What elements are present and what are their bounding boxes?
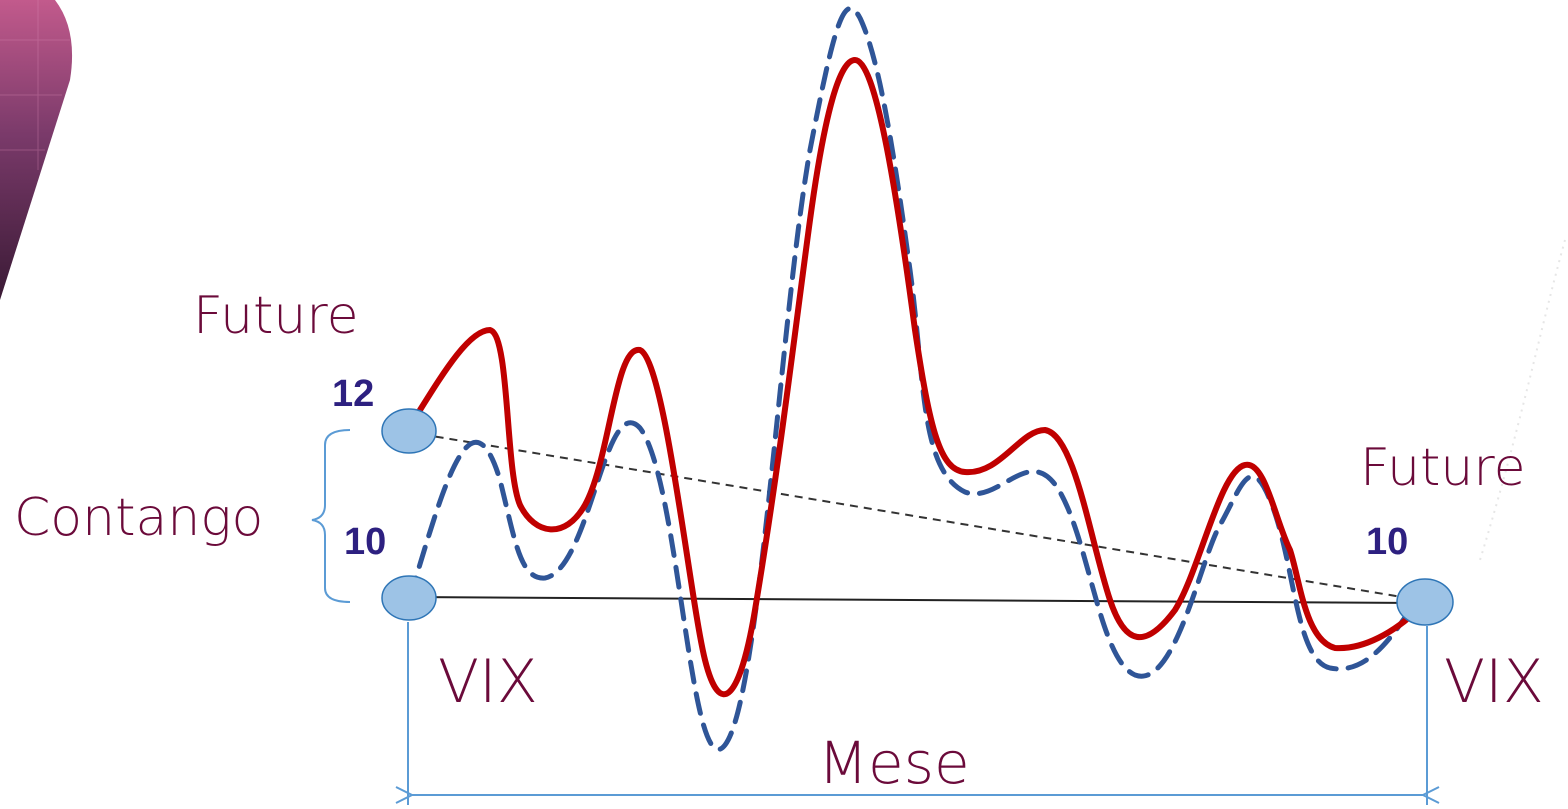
corner-decoration <box>0 0 73 300</box>
future-label-right: Future <box>1360 438 1526 498</box>
contango-bracket <box>311 429 351 603</box>
vix-curve <box>407 5 1413 752</box>
vix-label-left: VIX <box>438 647 538 717</box>
future-value-left: 12 <box>332 373 374 415</box>
vix-baseline <box>407 596 1421 604</box>
corner-decoration-lines <box>0 0 70 170</box>
future-marker-right <box>1396 578 1454 626</box>
contango-label: Contango <box>14 488 263 548</box>
future-marker-left <box>381 408 437 454</box>
contango-slope-line <box>407 431 1421 601</box>
vix-marker-left <box>381 575 437 621</box>
future-label-left: Future <box>193 286 359 346</box>
future-value-right: 10 <box>1366 521 1408 563</box>
mese-label: Mese <box>818 729 970 797</box>
vix-value-left: 10 <box>344 521 386 563</box>
future-curve <box>417 56 1415 698</box>
right-edge-decoration <box>1479 239 1566 561</box>
vix-label-right: VIX <box>1444 647 1544 717</box>
